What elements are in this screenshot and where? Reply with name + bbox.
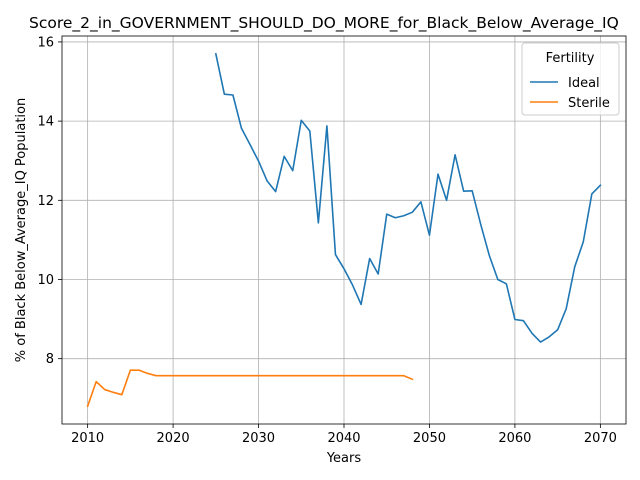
series-lines <box>86 52 602 408</box>
legend: Fertility Ideal Sterile <box>521 42 620 116</box>
y-tick-label: 8 <box>46 352 54 367</box>
series-line-ideal <box>214 52 602 343</box>
y-tick-label: 12 <box>37 194 54 209</box>
y-tick-label: 14 <box>37 115 54 130</box>
x-axis-label: Years <box>326 451 362 466</box>
x-tick-label: 2060 <box>498 431 531 446</box>
x-tick-label: 2050 <box>413 431 446 446</box>
x-tick-label: 2010 <box>71 431 104 446</box>
legend-label-sterile: Sterile <box>568 96 610 111</box>
legend-title: Fertility <box>546 51 595 66</box>
series-line-sterile <box>86 369 414 408</box>
chart-title: Score_2_in_GOVERNMENT_SHOULD_DO_MORE_for… <box>29 14 619 33</box>
axis-ticks: 2010 2020 2030 2040 2050 2060 2070 8 10 12 14 16 <box>37 35 616 446</box>
x-tick-label: 2030 <box>242 431 275 446</box>
y-tick-label: 16 <box>37 35 54 50</box>
grid-lines <box>62 36 626 424</box>
x-tick-label: 2020 <box>157 431 190 446</box>
x-tick-label: 2040 <box>327 431 360 446</box>
y-axis-label: % of Black Below_Average_IQ Population <box>14 98 29 362</box>
y-tick-label: 10 <box>37 273 54 288</box>
legend-label-ideal: Ideal <box>568 76 600 91</box>
legend-box <box>521 42 620 116</box>
x-tick-label: 2070 <box>584 431 617 446</box>
